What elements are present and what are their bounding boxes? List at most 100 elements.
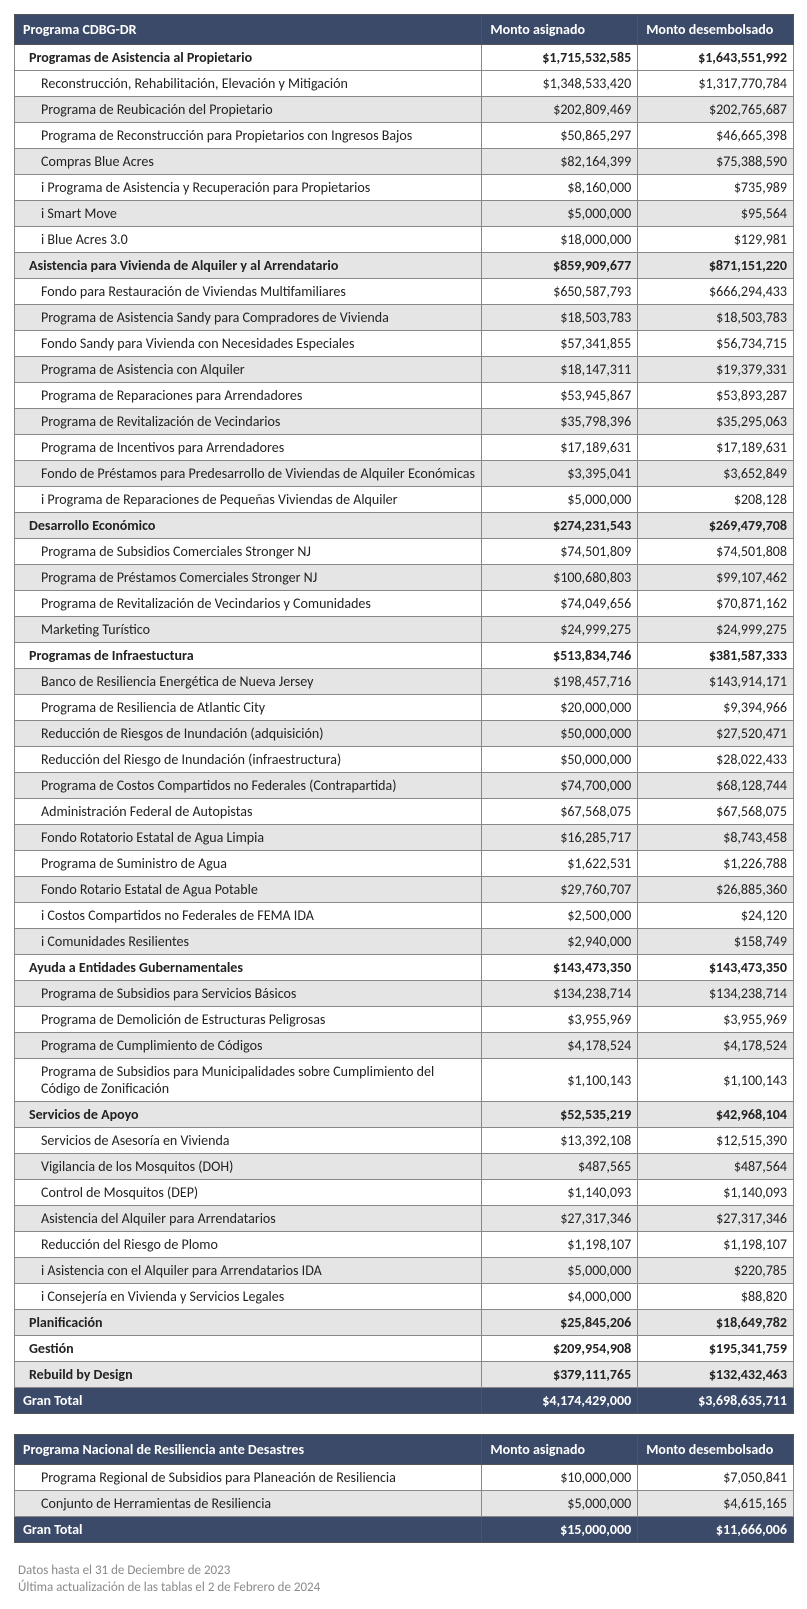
table-row: Programa de Asistencia Sandy para Compra… <box>15 305 794 331</box>
row-label: Compras Blue Acres <box>15 149 482 175</box>
amount-assigned: $15,000,000 <box>482 1517 638 1543</box>
amount-assigned: $379,111,765 <box>482 1362 638 1388</box>
amount-disbursed: $35,295,063 <box>638 409 794 435</box>
amount-disbursed: $7,050,841 <box>638 1465 794 1491</box>
row-label: Programa de Demolición de Estructuras Pe… <box>15 1007 482 1033</box>
amount-assigned: $202,809,469 <box>482 97 638 123</box>
section-row: Asistencia para Vivienda de Alquiler y a… <box>15 253 794 279</box>
row-label: Programa de Revitalización de Vecindario… <box>15 591 482 617</box>
amount-disbursed: $143,473,350 <box>638 955 794 981</box>
amount-disbursed: $18,503,783 <box>638 305 794 331</box>
amount-assigned: $50,000,000 <box>482 747 638 773</box>
section-row: Ayuda a Entidades Gubernamentales$143,47… <box>15 955 794 981</box>
table-row: Programa de Resiliencia de Atlantic City… <box>15 695 794 721</box>
row-label: Programa de Revitalización de Vecindario… <box>15 409 482 435</box>
table-row: Marketing Turístico$24,999,275$24,999,27… <box>15 617 794 643</box>
row-label: Servicios de Asesoría en Vivienda <box>15 1128 482 1154</box>
column-header: Monto asignado <box>482 1435 638 1465</box>
row-label: Asistencia del Alquiler para Arrendatari… <box>15 1206 482 1232</box>
amount-disbursed: $53,893,287 <box>638 383 794 409</box>
amount-disbursed: $75,388,590 <box>638 149 794 175</box>
table-row: Vigilancia de los Mosquitos (DOH)$487,56… <box>15 1154 794 1180</box>
amount-assigned: $198,457,716 <box>482 669 638 695</box>
amount-assigned: $3,395,041 <box>482 461 638 487</box>
row-label: i Comunidades Resilientes <box>15 929 482 955</box>
section-row: Servicios de Apoyo$52,535,219$42,968,104 <box>15 1102 794 1128</box>
section-row: Gestión$209,954,908$195,341,759 <box>15 1336 794 1362</box>
table-row: Reducción de Riesgos de Inundación (adqu… <box>15 721 794 747</box>
row-label: Programa de Reubicación del Propietario <box>15 97 482 123</box>
amount-assigned: $4,174,429,000 <box>482 1388 638 1414</box>
amount-disbursed: $11,666,006 <box>638 1517 794 1543</box>
column-header: Programa Nacional de Resiliencia ante De… <box>15 1435 482 1465</box>
section-row: Desarrollo Económico$274,231,543$269,479… <box>15 513 794 539</box>
row-label: Programa de Asistencia con Alquiler <box>15 357 482 383</box>
amount-disbursed: $99,107,462 <box>638 565 794 591</box>
row-label: Reconstrucción, Rehabilitación, Elevació… <box>15 71 482 97</box>
row-label: Programa de Subsidios para Municipalidad… <box>15 1059 482 1102</box>
row-label: Fondo para Restauración de Viviendas Mul… <box>15 279 482 305</box>
row-label: i Asistencia con el Alquiler para Arrend… <box>15 1258 482 1284</box>
amount-assigned: $67,568,075 <box>482 799 638 825</box>
row-label: Reducción de Riesgos de Inundación (adqu… <box>15 721 482 747</box>
table-row: Administración Federal de Autopistas$67,… <box>15 799 794 825</box>
total-row: Gran Total$15,000,000$11,666,006 <box>15 1517 794 1543</box>
amount-disbursed: $8,743,458 <box>638 825 794 851</box>
row-label: Servicios de Apoyo <box>15 1102 482 1128</box>
table-row: Fondo para Restauración de Viviendas Mul… <box>15 279 794 305</box>
amount-assigned: $13,392,108 <box>482 1128 638 1154</box>
amount-disbursed: $735,989 <box>638 175 794 201</box>
amount-disbursed: $42,968,104 <box>638 1102 794 1128</box>
amount-disbursed: $1,198,107 <box>638 1232 794 1258</box>
table-row: i Programa de Asistencia y Recuperación … <box>15 175 794 201</box>
section-row: Planificación$25,845,206$18,649,782 <box>15 1310 794 1336</box>
row-label: Programa de Subsidios Comerciales Strong… <box>15 539 482 565</box>
amount-disbursed: $208,128 <box>638 487 794 513</box>
data-table-0: Programa CDBG-DRMonto asignadoMonto dese… <box>14 14 794 1414</box>
row-label: Marketing Turístico <box>15 617 482 643</box>
column-header: Monto desembolsado <box>638 1435 794 1465</box>
amount-disbursed: $18,649,782 <box>638 1310 794 1336</box>
amount-assigned: $1,622,531 <box>482 851 638 877</box>
amount-assigned: $35,798,396 <box>482 409 638 435</box>
data-table-1: Programa Nacional de Resiliencia ante De… <box>14 1434 794 1543</box>
row-label: Programas de Infraestuctura <box>15 643 482 669</box>
table-row: Conjunto de Herramientas de Resiliencia$… <box>15 1491 794 1517</box>
row-label: i Blue Acres 3.0 <box>15 227 482 253</box>
amount-assigned: $74,700,000 <box>482 773 638 799</box>
row-label: Programa de Reconstrucción para Propieta… <box>15 123 482 149</box>
table-row: Programa de Cumplimiento de Códigos$4,17… <box>15 1033 794 1059</box>
amount-assigned: $57,341,855 <box>482 331 638 357</box>
amount-assigned: $5,000,000 <box>482 1491 638 1517</box>
table-row: i Programa de Reparaciones de Pequeñas V… <box>15 487 794 513</box>
section-row: Rebuild by Design$379,111,765$132,432,46… <box>15 1362 794 1388</box>
row-label: Gestión <box>15 1336 482 1362</box>
table-row: Fondo Sandy para Vivienda con Necesidade… <box>15 331 794 357</box>
amount-assigned: $134,238,714 <box>482 981 638 1007</box>
amount-disbursed: $67,568,075 <box>638 799 794 825</box>
row-label: Fondo Rotario Estatal de Agua Potable <box>15 877 482 903</box>
amount-assigned: $3,955,969 <box>482 1007 638 1033</box>
table-row: Programa de Préstamos Comerciales Strong… <box>15 565 794 591</box>
amount-disbursed: $195,341,759 <box>638 1336 794 1362</box>
amount-assigned: $29,760,707 <box>482 877 638 903</box>
table-row: Programa de Demolición de Estructuras Pe… <box>15 1007 794 1033</box>
amount-disbursed: $3,698,635,711 <box>638 1388 794 1414</box>
amount-assigned: $50,000,000 <box>482 721 638 747</box>
amount-assigned: $74,049,656 <box>482 591 638 617</box>
amount-disbursed: $1,317,770,784 <box>638 71 794 97</box>
amount-assigned: $25,845,206 <box>482 1310 638 1336</box>
table-row: Programa de Subsidios para Municipalidad… <box>15 1059 794 1102</box>
amount-disbursed: $1,643,551,992 <box>638 45 794 71</box>
row-label: Vigilancia de los Mosquitos (DOH) <box>15 1154 482 1180</box>
table-row: i Consejería en Vivienda y Servicios Leg… <box>15 1284 794 1310</box>
amount-assigned: $16,285,717 <box>482 825 638 851</box>
amount-disbursed: $269,479,708 <box>638 513 794 539</box>
table-row: Servicios de Asesoría en Vivienda$13,392… <box>15 1128 794 1154</box>
amount-assigned: $100,680,803 <box>482 565 638 591</box>
amount-disbursed: $1,140,093 <box>638 1180 794 1206</box>
amount-disbursed: $1,226,788 <box>638 851 794 877</box>
amount-assigned: $274,231,543 <box>482 513 638 539</box>
amount-disbursed: $158,749 <box>638 929 794 955</box>
table-row: i Asistencia con el Alquiler para Arrend… <box>15 1258 794 1284</box>
